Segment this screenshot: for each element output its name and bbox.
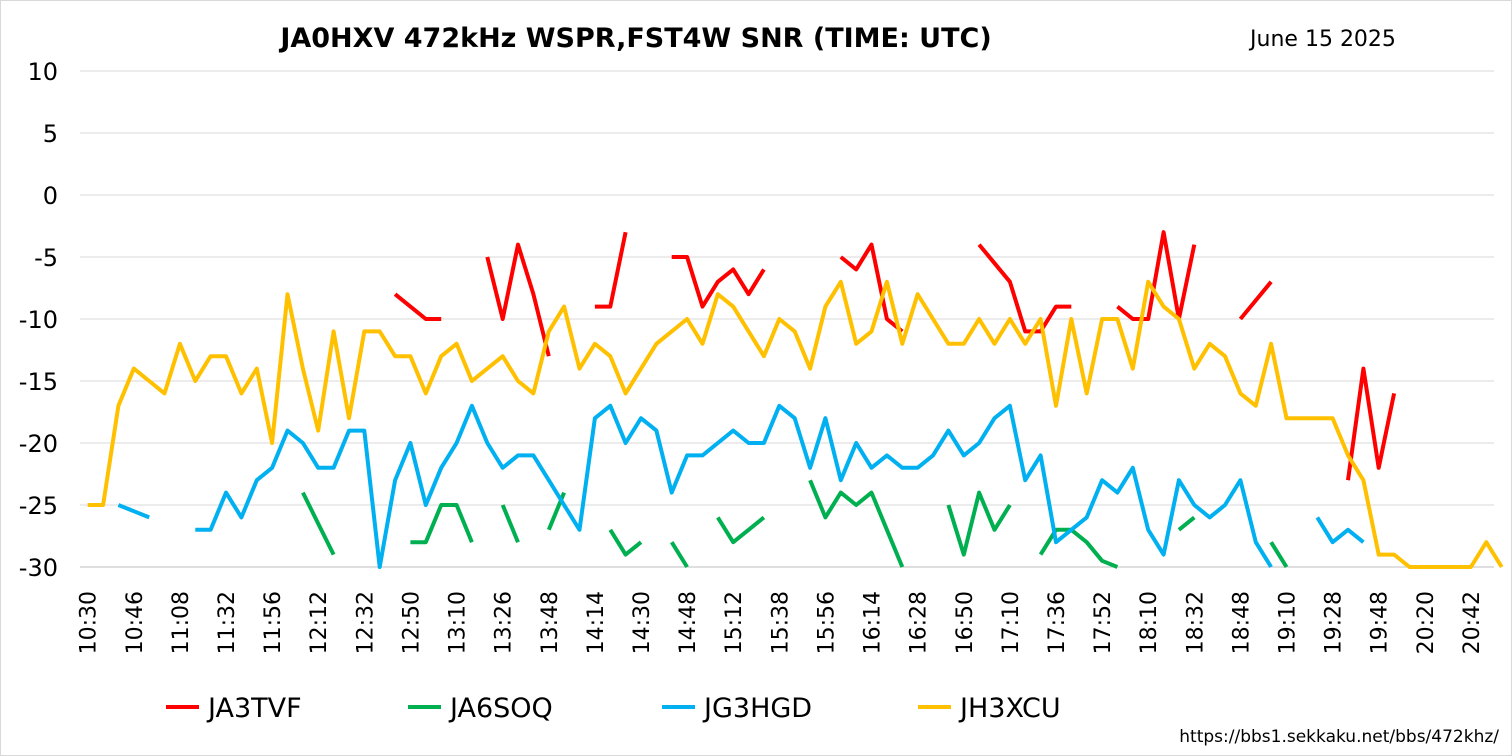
- legend-label: JA6SOQ: [448, 693, 553, 724]
- x-tick-label: 13:48: [538, 591, 563, 654]
- x-tick-label: 15:38: [768, 591, 793, 654]
- y-tick-label: 0: [43, 182, 58, 210]
- x-tick-label: 14:48: [676, 591, 701, 654]
- x-tick-label: 14:14: [584, 591, 609, 654]
- x-tick-label: 11:08: [169, 591, 194, 654]
- x-tick-label: 13:26: [492, 591, 517, 654]
- x-tick-label: 18:32: [1183, 591, 1208, 654]
- x-tick-label: 18:48: [1229, 591, 1254, 654]
- y-tick-label: 10: [27, 58, 58, 86]
- x-tick-label: 17:52: [1091, 591, 1116, 654]
- x-tick-label: 15:12: [722, 591, 747, 654]
- x-tick-label: 19:48: [1368, 591, 1393, 654]
- x-tick-label: 10:30: [77, 591, 102, 654]
- y-axis-ticks: 10 5 0 -5 -10 -15 -20 -25 -30: [19, 58, 58, 582]
- source-url: https://bbs1.sekkaku.net/bbs/472khz/: [1179, 727, 1499, 747]
- series-lines: [87, 230, 1504, 569]
- x-tick-label: 17:36: [1045, 591, 1070, 654]
- y-tick-label: -5: [34, 244, 58, 272]
- x-tick-label: 18:10: [1137, 591, 1162, 654]
- x-tick-label: 10:46: [123, 591, 148, 654]
- x-tick-label: 13:10: [446, 591, 471, 654]
- x-tick-label: 16:50: [953, 591, 978, 654]
- x-tick-label: 19:28: [1322, 591, 1347, 654]
- series-line-ja6soq: [301, 479, 1289, 569]
- y-tick-label: -30: [19, 554, 58, 582]
- legend-label: JA3TVF: [206, 693, 302, 724]
- x-tick-label: 15:56: [814, 591, 839, 654]
- legend-label: JH3XCU: [958, 693, 1061, 724]
- series-line-ja3tvf: [393, 230, 1397, 481]
- gridlines: [80, 70, 1494, 568]
- x-tick-label: 14:30: [630, 591, 655, 654]
- x-axis-ticks: 10:30 10:46 11:08 11:32 11:56 12:12 12:32 12:50…: [77, 591, 1485, 654]
- y-tick-label: -20: [19, 430, 58, 458]
- x-tick-label: 19:10: [1276, 591, 1301, 654]
- x-tick-label: 20:42: [1460, 591, 1485, 654]
- x-tick-label: 12:50: [399, 591, 424, 654]
- chart-date: June 15 2025: [1248, 27, 1396, 52]
- legend-label: JG3HGD: [702, 693, 812, 724]
- series-line-jg3hgd: [117, 403, 1365, 569]
- y-tick-label: -25: [19, 492, 58, 520]
- series-line-jh3xcu: [87, 279, 1504, 569]
- y-tick-label: -15: [19, 368, 58, 396]
- y-tick-label: -10: [19, 306, 58, 334]
- legend: JA3TVF JA6SOQ JG3HGD JH3XCU: [166, 693, 1061, 724]
- x-tick-label: 20:20: [1414, 591, 1439, 654]
- x-tick-label: 17:10: [999, 591, 1024, 654]
- x-tick-label: 12:32: [353, 591, 378, 654]
- x-tick-label: 16:28: [907, 591, 932, 654]
- x-tick-label: 11:56: [261, 591, 286, 654]
- x-tick-label: 11:32: [215, 591, 240, 654]
- y-tick-label: 5: [43, 120, 58, 148]
- x-tick-label: 16:14: [861, 591, 886, 654]
- x-tick-label: 12:12: [307, 591, 332, 654]
- chart-title: JA0HXV 472kHz WSPR,FST4W SNR (TIME: UTC): [278, 23, 991, 54]
